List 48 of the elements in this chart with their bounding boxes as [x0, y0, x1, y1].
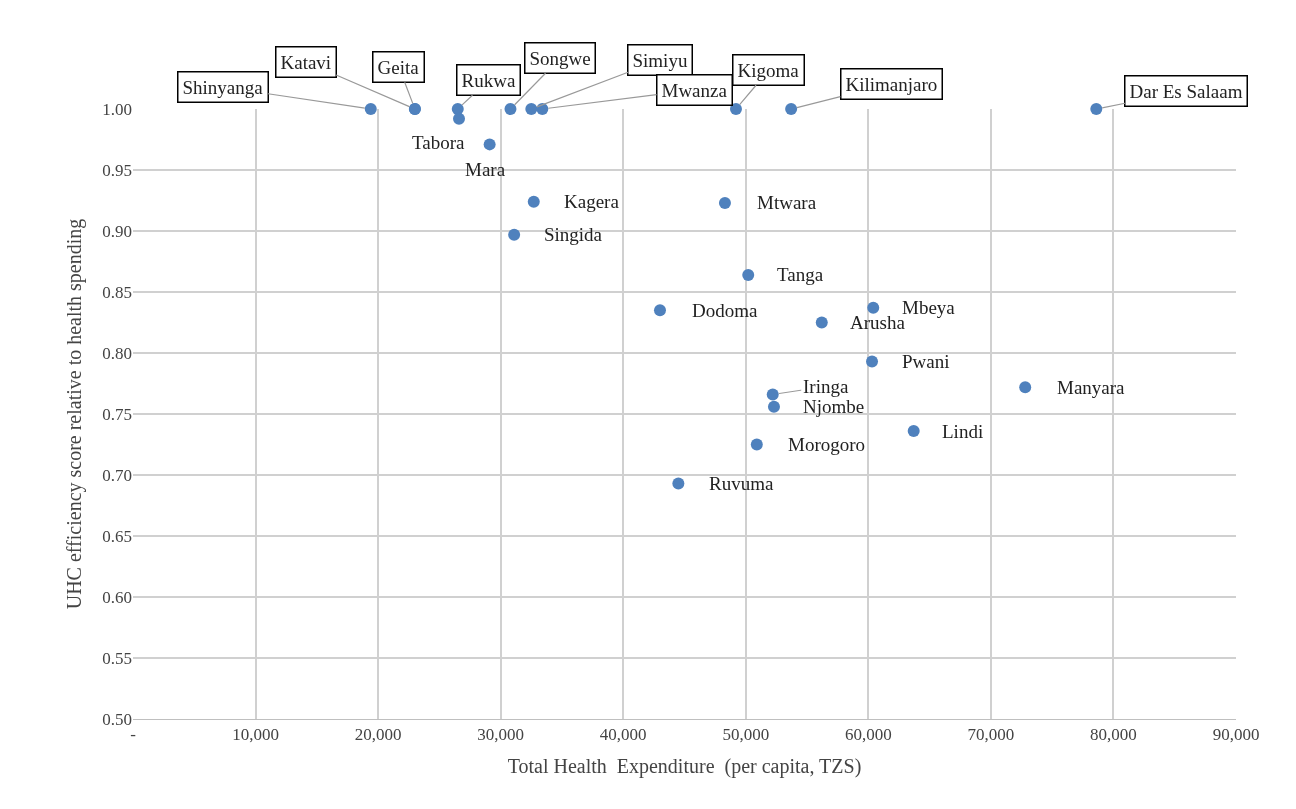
- annotation: Simiyu: [632, 49, 688, 71]
- annotation: Kilimanjaro: [845, 73, 938, 95]
- annotation: Singida: [544, 224, 603, 245]
- annotation: Songwe: [529, 47, 591, 69]
- annotation: Dodoma: [692, 300, 758, 321]
- y-tick-label: 0.95: [102, 160, 132, 180]
- y-tick-label: 0.85: [102, 282, 132, 302]
- annotation: Geita: [377, 56, 420, 78]
- x-tick-label: 10,000: [232, 725, 279, 745]
- annotation: Shinyanga: [182, 76, 264, 98]
- x-tick-label: 40,000: [599, 725, 647, 745]
- x-tick-label: 30,000: [477, 725, 525, 745]
- y-tick-label: 0.65: [102, 526, 132, 546]
- y-axis-title: UHC efficiency score relative to health spending: [62, 218, 86, 610]
- y-tick-label: 0.60: [102, 587, 132, 607]
- y-tick-label: 0.55: [102, 648, 132, 668]
- x-tick-label: 50,000: [722, 725, 770, 745]
- annotation: Mara: [465, 159, 506, 180]
- annotation: Tanga: [777, 264, 824, 285]
- annotation: Rukwa: [461, 69, 516, 91]
- x-tick-label: 20,000: [354, 725, 402, 745]
- y-tick-label: 0.70: [102, 465, 132, 485]
- annotation: Mtwara: [757, 192, 817, 213]
- x-tick-label: 80,000: [1090, 725, 1137, 745]
- annotation: Iringa: [803, 376, 849, 397]
- annotation: Njombe: [803, 396, 865, 417]
- y-tick-label: 0.75: [102, 404, 132, 424]
- y-tick-label: 0.90: [102, 221, 132, 241]
- annotation: Ruvuma: [709, 473, 774, 494]
- annotation: Lindi: [942, 421, 984, 442]
- annotation: Kagera: [564, 191, 620, 212]
- annotation: Morogoro: [788, 434, 866, 455]
- annotation: Manyara: [1057, 377, 1126, 398]
- annotation: Pwani: [902, 351, 950, 372]
- x-axis-title: Total Health Expenditure (per capita, TZS): [507, 754, 862, 778]
- annotation: Dar Es Salaam: [1129, 80, 1243, 102]
- annotation: Mwanza: [661, 79, 728, 101]
- annotation: Kigoma: [737, 59, 800, 81]
- x-tick-label: 90,000: [1212, 725, 1260, 745]
- annotation: Tabora: [412, 132, 466, 153]
- y-tick-label: 1.00: [102, 99, 132, 119]
- annotation: Katavi: [280, 51, 332, 73]
- y-tick-label: 0.80: [102, 343, 132, 363]
- y-tick-label: 0.50: [102, 709, 132, 729]
- x-tick-label: 70,000: [967, 725, 1015, 745]
- x-tick-label: -: [130, 725, 137, 745]
- x-tick-label: 60,000: [844, 725, 892, 745]
- annotation: Mbeya: [902, 297, 956, 318]
